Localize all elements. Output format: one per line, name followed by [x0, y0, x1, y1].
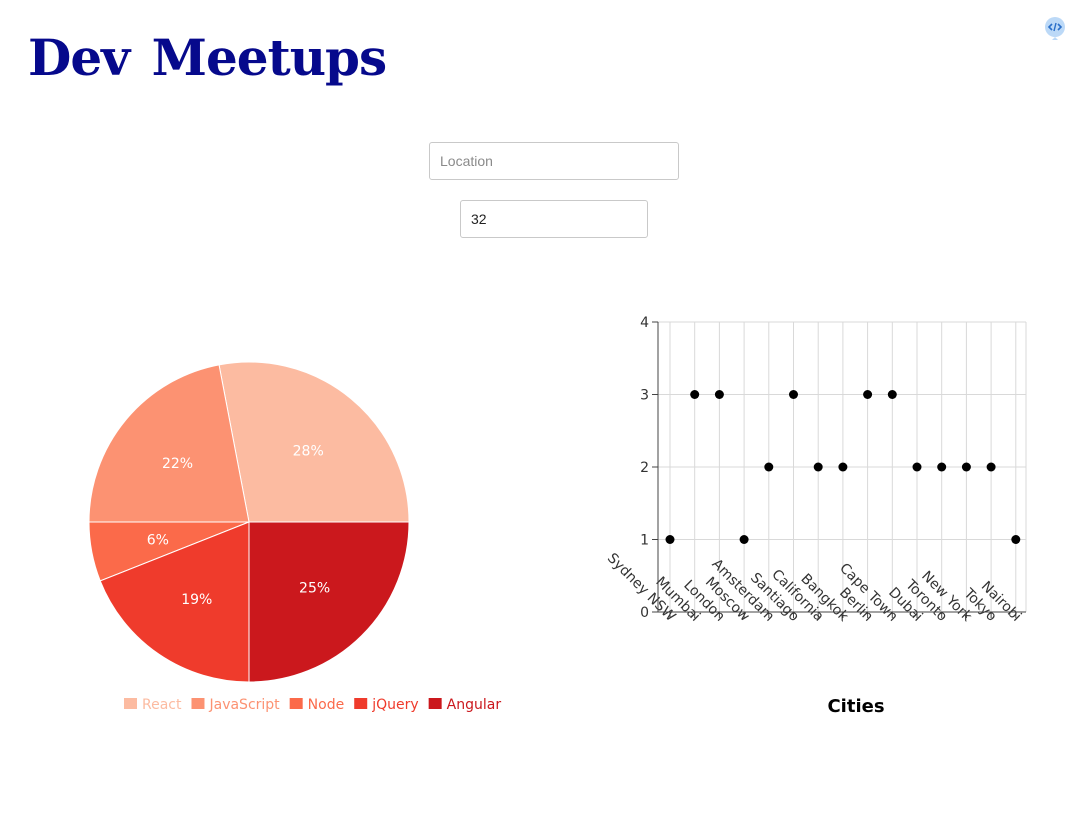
legend-swatch	[191, 698, 205, 709]
data-point	[912, 462, 922, 472]
legend-swatch	[124, 698, 137, 709]
pie-slice	[99, 521, 250, 683]
data-point	[863, 390, 873, 399]
location-search-input[interactable]	[429, 142, 679, 180]
pie-slice-label: 28%	[293, 444, 324, 460]
data-point	[690, 390, 700, 399]
pie-slice	[218, 361, 410, 523]
legend-swatch	[354, 698, 368, 709]
pie-slice	[248, 521, 410, 683]
data-point	[986, 462, 996, 472]
pie-slice-label: 25%	[299, 581, 330, 597]
data-point	[714, 390, 724, 399]
data-point	[887, 390, 897, 399]
data-point	[764, 462, 774, 472]
genre-pie-chart: 28% 22% 6% 19% 25% React JavaScript Node jQuery A…	[88, 361, 502, 713]
data-point	[937, 462, 947, 472]
data-point	[1011, 535, 1021, 544]
page-title: Dev Meetups	[28, 28, 387, 87]
data-point	[838, 462, 848, 472]
legend-swatch	[428, 698, 442, 709]
pie-slice-label: 22%	[162, 456, 193, 472]
y-tick-label: 1	[640, 533, 649, 549]
pie-slice	[88, 364, 250, 523]
number-of-events-input[interactable]	[460, 200, 648, 238]
pie-slice-label: 6%	[147, 532, 169, 548]
data-point	[665, 535, 675, 544]
x-axis-title: Cities	[827, 696, 884, 717]
legend-label: Angular	[447, 697, 502, 713]
pie-slice-label: 19%	[181, 592, 212, 608]
legend-label: JavaScript	[208, 697, 280, 713]
legend-label: jQuery	[371, 697, 418, 713]
code-brackets-icon[interactable]	[1043, 16, 1067, 40]
legend-label: Node	[308, 697, 345, 713]
data-point	[961, 462, 971, 472]
y-tick-label: 2	[640, 460, 649, 476]
data-point	[813, 462, 823, 472]
y-tick-label: 3	[640, 388, 649, 404]
y-tick-label: 0	[640, 605, 649, 621]
data-point	[739, 535, 749, 544]
legend-label: React	[142, 697, 182, 713]
legend-swatch	[289, 698, 303, 709]
data-point	[789, 390, 798, 399]
y-tick-label: 4	[640, 315, 649, 331]
